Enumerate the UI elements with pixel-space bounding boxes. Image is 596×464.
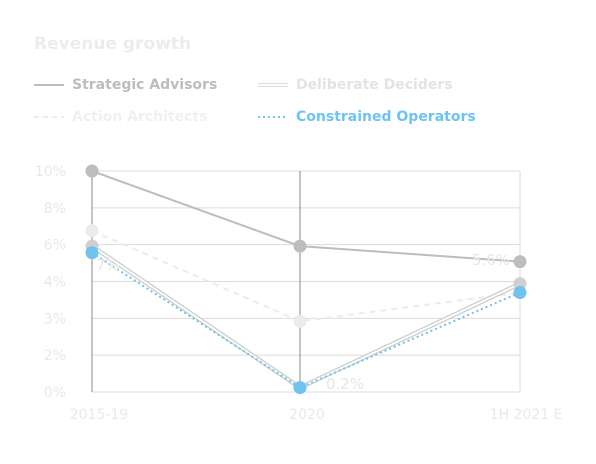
y-tick-label: 8% — [44, 201, 66, 217]
y-tick-label: 6% — [44, 238, 66, 254]
tick-layer: 0% 2% 3% 4% 6% 8% 10% 2015-19 2020 1H 2021 E — [35, 164, 563, 423]
data-label: 0.2% — [326, 375, 364, 393]
legend-item-deliberate-deciders: Deliberate Deciders — [258, 75, 453, 95]
legend-label: Deliberate Deciders — [296, 77, 453, 93]
series-layer — [85, 164, 527, 395]
legend-item-constrained-operators: Constrained Operators — [258, 107, 476, 127]
series-line-inner — [91, 245, 521, 389]
legend-swatch-double — [258, 82, 288, 88]
data-point — [513, 286, 527, 300]
data-point — [293, 381, 307, 395]
series-line — [91, 229, 521, 323]
data-point — [85, 164, 99, 178]
y-tick-label: 0% — [44, 385, 66, 401]
data-point — [293, 239, 307, 253]
legend-swatch-dashed — [34, 116, 64, 118]
y-tick-label: 3% — [44, 311, 66, 327]
data-point — [85, 246, 99, 260]
y-tick-label: 2% — [44, 348, 66, 364]
data-point — [513, 255, 527, 269]
legend-item-strategic-advisors: Strategic Advisors — [34, 75, 217, 95]
data-point — [85, 224, 99, 238]
legend-item-action-architects: Action Architects — [34, 107, 207, 127]
chart-title: Revenue growth — [34, 34, 192, 54]
legend-swatch-solid — [34, 84, 64, 86]
data-point — [293, 314, 307, 328]
x-tick-label: 2020 — [289, 407, 325, 423]
legend-swatch-dotted — [258, 116, 288, 118]
x-tick-label: 2015-19 — [70, 407, 129, 423]
data-label: 5.6% — [472, 251, 510, 269]
annotation-layer: 7% 0.2% 5.6% — [96, 251, 510, 393]
series-constrained-operators — [85, 246, 527, 395]
data-label: 7% — [96, 256, 120, 274]
legend-label: Action Architects — [72, 109, 208, 125]
y-tick-label: 10% — [35, 164, 66, 180]
series-deliberate-deciders — [85, 239, 527, 395]
legend-label: Strategic Advisors — [72, 77, 218, 93]
x-tick-label: 1H 2021 E — [490, 407, 563, 423]
grid — [91, 170, 521, 393]
series-line — [90, 244, 521, 391]
series-strategic-advisors — [85, 164, 527, 269]
legend-label: Constrained Operators — [296, 109, 476, 125]
y-tick-label: 4% — [44, 275, 66, 291]
